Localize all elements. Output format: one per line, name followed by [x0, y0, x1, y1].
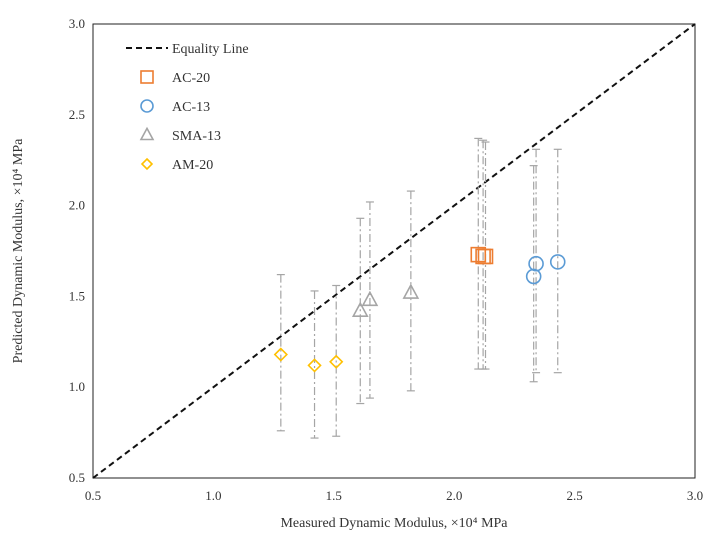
marker-layer: [273, 246, 566, 373]
legend-swatch-am-20: [140, 157, 154, 171]
legend-label-ac-20: AC-20: [172, 71, 210, 86]
y-tick-label: 2.5: [69, 107, 85, 122]
x-axis-ticks: 0.5 1.0 1.5 2.0 2.5 3.0: [85, 488, 703, 503]
data-point-am-20: [273, 347, 288, 362]
legend-label-ac-13: AC-13: [172, 100, 210, 115]
legend-swatch-sma-13: [139, 126, 155, 141]
x-tick-label: 1.0: [205, 488, 221, 503]
legend-swatch-ac-20: [140, 70, 154, 84]
legend-label-am-20: AM-20: [172, 158, 213, 173]
data-point-sma-13: [402, 283, 420, 299]
errorbar-layer: [276, 137, 562, 439]
equality-line-layer: [92, 23, 696, 479]
x-tick-label: 0.5: [85, 488, 101, 503]
data-point-sma-13: [361, 290, 379, 307]
data-point-am-20: [307, 358, 322, 373]
y-tick-label: 0.5: [69, 470, 85, 485]
x-tick-label: 3.0: [687, 488, 703, 503]
legend-swatch-ac-13: [140, 99, 154, 113]
y-axis-title: Predicted Dynamic Modulus, ×10⁴ MPa: [11, 138, 26, 363]
legend-label-equality-line: Equality Line: [172, 42, 249, 57]
legend: Equality Line AC-20 AC-13 SMA-13 AM-20: [126, 42, 249, 173]
data-point-ac-13: [525, 268, 542, 285]
x-axis-title: Measured Dynamic Modulus, ×10⁴ MPa: [280, 516, 508, 531]
x-tick-label: 1.5: [326, 488, 342, 503]
y-tick-label: 1.5: [69, 288, 85, 303]
data-point-ac-13: [549, 254, 566, 270]
y-tick-label: 2.0: [69, 198, 85, 213]
plot-area: [92, 23, 696, 479]
data-point-sma-13: [351, 301, 369, 317]
x-tick-label: 2.5: [566, 488, 582, 503]
y-tick-label: 3.0: [69, 16, 85, 31]
y-tick-label: 1.0: [69, 379, 85, 394]
y-axis-ticks: 0.5 1.0 1.5 2.0 2.5 3.0: [69, 16, 85, 485]
x-tick-label: 2.0: [446, 488, 462, 503]
equality-line: [92, 23, 696, 479]
data-point-ac-13: [528, 255, 544, 272]
data-point-ac-20: [477, 248, 494, 265]
data-point-am-20: [329, 354, 344, 369]
legend-label-sma-13: SMA-13: [172, 129, 221, 144]
